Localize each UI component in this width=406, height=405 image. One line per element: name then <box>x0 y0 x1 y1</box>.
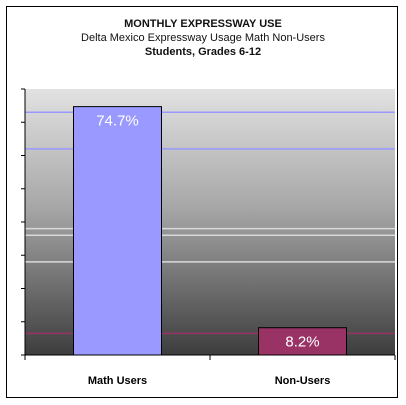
data-label-1: 8.2% <box>285 334 319 351</box>
x-tick-label-math-users: Math Users <box>87 375 148 387</box>
chart-title-block: MONTHLY EXPRESSWAY USE Delta Mexico Expr… <box>7 17 399 59</box>
chart-subtitle-2: Students, Grades 6-12 <box>144 46 262 58</box>
bar-chart: 74.7% 8.2% <box>21 88 396 360</box>
data-label-0: 74.7% <box>96 113 139 130</box>
chart-frame: MONTHLY EXPRESSWAY USE Delta Mexico Expr… <box>6 6 398 398</box>
x-tick-label-non-users: Non-Users <box>274 375 331 387</box>
chart-subtitle: Delta Mexico Expressway Usage Math Non-U… <box>81 32 325 44</box>
bar-0 <box>73 106 162 356</box>
chart-title: MONTHLY EXPRESSWAY USE <box>124 18 282 30</box>
